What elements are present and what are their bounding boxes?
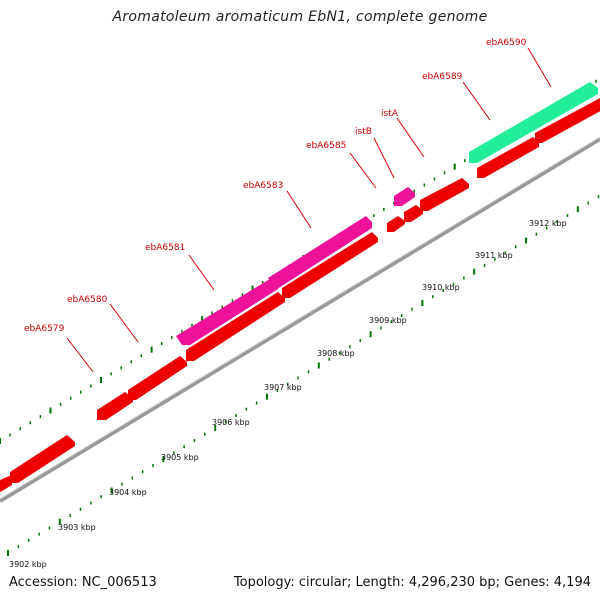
leader-line (188, 254, 215, 291)
gene-label-ebA6583[interactable]: ebA6583 (243, 181, 283, 191)
leader-line (349, 152, 377, 189)
lower-tick-track (7, 195, 600, 556)
gene-label-leaders (66, 47, 552, 373)
gene-arrow[interactable] (535, 98, 600, 143)
kbp-label-3911: 3911 kbp (475, 251, 513, 260)
gene-arrow-ebA6581[interactable] (176, 274, 278, 345)
leader-line (527, 47, 552, 88)
kbp-label-3902: 3902 kbp (9, 560, 47, 569)
gene-label-ebA6590[interactable]: ebA6590 (486, 38, 527, 48)
kbp-label-3906: 3906 kbp (212, 418, 250, 427)
accession-text: Accession: NC_006513 (9, 575, 157, 590)
gene-arrow[interactable] (10, 435, 75, 483)
gene-label-istB[interactable]: istB (355, 127, 372, 137)
gene-labels: ebA6579 ebA6580 ebA6581 ebA6583 ebA6585 … (24, 38, 527, 334)
kbp-label-3907: 3907 kbp (264, 383, 302, 392)
genome-backbone (0, 137, 600, 503)
reverse-strand-genes (0, 98, 600, 497)
gene-arrow[interactable] (0, 475, 12, 497)
kbp-label-3909: 3909 kbp (369, 316, 407, 325)
leader-line (462, 81, 491, 121)
gene-arrow[interactable] (420, 178, 469, 211)
gene-arrow-ebA6590[interactable] (469, 82, 598, 163)
kbp-label-3912: 3912 kbp (529, 219, 567, 228)
leader-line (109, 303, 139, 343)
leader-line (66, 337, 94, 373)
leader-line (396, 117, 425, 158)
kbp-label-3908: 3908 kbp (317, 349, 355, 358)
leader-line (373, 137, 395, 179)
kbp-label-3910: 3910 kbp (422, 283, 460, 292)
gene-arrow[interactable] (282, 232, 378, 298)
gene-arrow[interactable] (97, 392, 133, 420)
gene-arrow[interactable] (477, 137, 539, 178)
kbp-tick-labels: 3902 kbp 3903 kbp 3904 kbp 3905 kbp 3906… (9, 219, 567, 569)
genome-backbone-highlight (0, 136, 600, 500)
kbp-label-3903: 3903 kbp (58, 523, 96, 532)
leader-line (286, 190, 312, 229)
gene-label-ebA6581[interactable]: ebA6581 (145, 243, 185, 253)
gene-arrow-istB[interactable] (394, 187, 415, 206)
gene-label-ebA6579[interactable]: ebA6579 (24, 324, 65, 334)
gene-arrow[interactable] (404, 205, 423, 222)
gene-arrow[interactable] (128, 356, 187, 400)
gene-label-ebA6580[interactable]: ebA6580 (67, 295, 108, 305)
gene-label-ebA6589[interactable]: ebA6589 (422, 72, 463, 82)
forward-strand-genes (176, 82, 598, 345)
gene-arrow[interactable] (387, 216, 405, 232)
gene-arrow-ebA6583[interactable] (268, 216, 372, 291)
gene-label-istA[interactable]: istA (381, 109, 399, 119)
map-title: Aromatoleum aromaticum EbN1, complete ge… (112, 9, 488, 25)
kbp-label-3905: 3905 kbp (161, 453, 199, 462)
gene-label-ebA6585[interactable]: ebA6585 (306, 141, 346, 151)
kbp-label-3904: 3904 kbp (109, 488, 147, 497)
gene-arrow[interactable] (186, 292, 285, 361)
genome-stats-text: Topology: circular; Length: 4,296,230 bp… (233, 575, 591, 590)
